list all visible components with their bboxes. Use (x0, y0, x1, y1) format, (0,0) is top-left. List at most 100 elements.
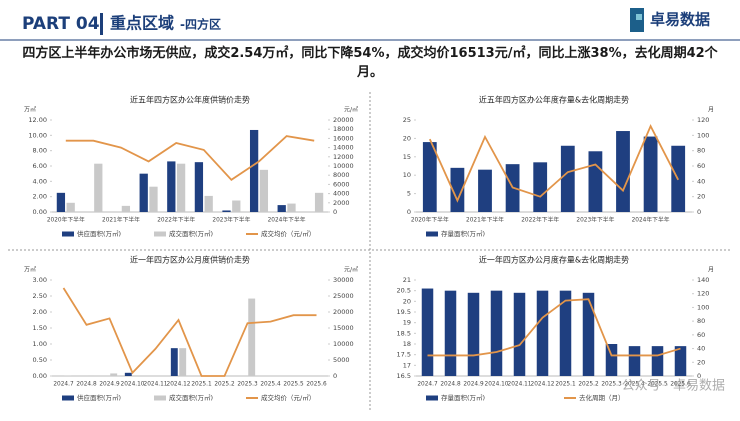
y-tick-label: 17 (403, 361, 411, 369)
bar (222, 210, 230, 212)
y2-tick-label: 120 (697, 290, 709, 298)
x-tick-label: 2024.11 (508, 382, 532, 388)
bar (67, 203, 75, 212)
watermark: 公众号 · 卓易数据 (622, 379, 725, 394)
legend-swatch (154, 396, 166, 401)
x-tick-label: 2025.5 (283, 382, 304, 388)
bar (533, 162, 547, 212)
bar (248, 299, 255, 376)
y2-tick-label: 80 (697, 147, 705, 155)
y-tick-label: 8.00 (33, 147, 47, 155)
bar (278, 205, 286, 212)
y-tick-label: 15 (403, 153, 411, 161)
x-tick-label: 2021年下半年 (466, 216, 504, 224)
y-tick-label: 0.50 (33, 356, 47, 364)
bar (232, 201, 240, 213)
y2-tick-label: 25000 (333, 292, 354, 300)
y2-tick-label: 140 (697, 276, 709, 284)
y2-axis-unit: 月 (708, 107, 714, 114)
bar (606, 344, 618, 376)
y2-tick-label: 80 (697, 317, 705, 325)
x-tick-label: 2025.1 (191, 382, 212, 388)
x-tick-label: 2025.1 (555, 382, 576, 388)
y2-tick-label: 30000 (333, 276, 354, 284)
logo-text: 卓易数据 (650, 11, 710, 29)
chart-title: 近五年四方区办公年度供销价走势 (130, 95, 250, 105)
y2-tick-label: 8000 (333, 171, 350, 179)
y-axis-unit: 万㎡ (24, 266, 36, 274)
bar (287, 204, 295, 212)
legend-label: 去化周期（月） (579, 393, 625, 402)
y-tick-label: 0 (407, 208, 411, 216)
bar (87, 375, 94, 376)
bar (140, 174, 148, 212)
bar (514, 293, 526, 376)
bar (616, 131, 630, 212)
y-tick-label: 19.5 (397, 308, 411, 316)
y-tick-label: 1.00 (33, 340, 47, 348)
legend-swatch (426, 396, 438, 401)
legend-swatch (426, 232, 438, 237)
bar (171, 348, 178, 376)
y2-tick-label: 60 (697, 162, 705, 170)
legend-swatch (62, 396, 74, 401)
y2-tick-label: 120 (697, 116, 709, 124)
y2-tick-label: 40 (697, 345, 705, 353)
chart-title: 近一年四方区办公月度存量&去化周期走势 (479, 255, 629, 265)
y-tick-label: 16.5 (397, 372, 411, 380)
y2-tick-label: 20 (697, 193, 705, 201)
bar (94, 164, 102, 212)
bar (195, 162, 203, 212)
bar (445, 291, 457, 376)
y2-tick-label: 0 (333, 372, 337, 380)
y-tick-label: 20.5 (397, 287, 411, 295)
y-tick-label: 4.00 (33, 177, 47, 185)
x-tick-label: 2022年下半年 (157, 216, 195, 224)
bar (537, 291, 549, 376)
y2-tick-label: 10000 (333, 162, 354, 170)
x-tick-label: 2024.9 (463, 382, 484, 388)
x-tick-label: 2025.3 (601, 382, 622, 388)
y-tick-label: 19 (403, 319, 411, 327)
y2-tick-label: 15000 (333, 324, 354, 332)
y-tick-label: 2.00 (33, 308, 47, 316)
y2-tick-label: 0 (333, 208, 337, 216)
y-tick-label: 21 (403, 276, 411, 284)
x-tick-label: 2021年下半年 (102, 216, 140, 224)
bar (57, 193, 65, 212)
y-tick-label: 0.00 (33, 372, 47, 380)
x-tick-label: 2025.4 (260, 382, 281, 388)
legend-label: 成交面积(万㎡) (169, 229, 213, 238)
bar (110, 373, 117, 376)
legend-label: 供应面积(万㎡) (77, 229, 121, 238)
x-tick-label: 2025.3 (237, 382, 258, 388)
y2-tick-label: 18000 (333, 125, 354, 133)
bar (177, 164, 185, 212)
y-axis-unit: 万㎡ (24, 106, 36, 114)
bar (561, 146, 575, 212)
y2-tick-label: 40 (697, 177, 705, 185)
y2-axis-unit: 元/㎡ (344, 106, 358, 114)
legend-label: 成交面积(万㎡) (169, 393, 213, 402)
bar (652, 346, 664, 376)
bar (629, 346, 641, 376)
y-tick-label: 18.5 (397, 329, 411, 337)
legend-swatch (62, 232, 74, 237)
y-tick-label: 20 (403, 134, 411, 142)
x-tick-label: 2024.7 (53, 382, 74, 388)
y-tick-label: 1.50 (33, 324, 47, 332)
x-tick-label: 2024.8 (440, 382, 461, 388)
y-tick-label: 10.00 (28, 131, 47, 139)
y2-tick-label: 5000 (333, 356, 350, 364)
bar (167, 161, 175, 212)
y-tick-label: 6.00 (33, 162, 47, 170)
x-tick-label: 2022年下半年 (521, 216, 559, 224)
x-tick-label: 2020年下半年 (47, 216, 85, 224)
legend-label: 成交均价（元/㎡） (261, 229, 315, 238)
part-label: PART 04 (22, 14, 100, 34)
y2-axis-unit: 元/㎡ (344, 266, 358, 274)
y2-tick-label: 6000 (333, 180, 350, 188)
logo-icon (636, 14, 642, 20)
y2-tick-label: 60 (697, 331, 705, 339)
